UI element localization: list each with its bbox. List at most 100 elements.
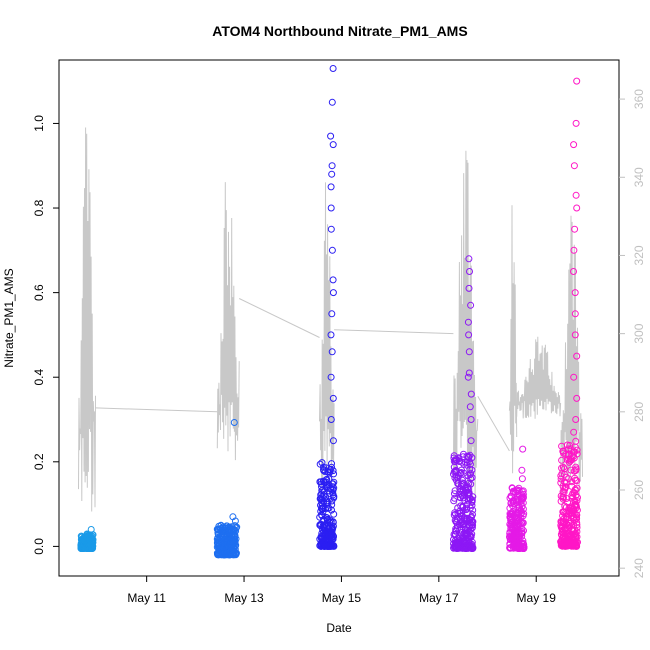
data-point: [570, 268, 577, 275]
data-point: [561, 539, 569, 546]
data-point: [328, 497, 336, 505]
data-point: [329, 489, 337, 497]
altitude-segment: [78, 127, 96, 512]
data-point: [566, 457, 574, 465]
data-point: [516, 503, 523, 511]
data-point: [316, 460, 324, 468]
data-point: [322, 537, 330, 545]
data-point: [463, 452, 471, 460]
data-point: [519, 445, 527, 453]
data-point: [510, 500, 518, 507]
data-point: [322, 538, 330, 546]
data-point: [220, 531, 228, 539]
altitude-segment: [216, 182, 240, 461]
data-point: [87, 526, 95, 533]
data-point: [569, 542, 577, 549]
data-point: [465, 491, 473, 499]
data-point: [317, 541, 325, 549]
data-point: [570, 373, 578, 381]
y2-axis: 240 260 280 300 320 340 360: [619, 89, 646, 578]
data-point: [570, 141, 578, 149]
data-point: [327, 183, 335, 191]
data-point: [89, 536, 97, 543]
series-flight-4: [450, 255, 477, 552]
data-point: [572, 476, 579, 484]
data-point: [571, 331, 579, 339]
data-point: [464, 373, 472, 381]
series-flight-3: [316, 65, 338, 550]
data-point: [329, 467, 337, 475]
data-point: [572, 437, 580, 445]
data-point: [466, 471, 474, 479]
data-point: [467, 390, 475, 398]
data-point: [460, 450, 467, 458]
data-point: [512, 541, 520, 549]
data-point: [465, 331, 473, 339]
data-point: [455, 455, 463, 463]
data-point: [218, 547, 226, 555]
data-point: [570, 467, 578, 475]
data-point: [459, 453, 467, 461]
data-point: [327, 204, 335, 212]
data-point: [329, 437, 337, 445]
plot-frame: [58, 59, 620, 577]
data-point: [570, 537, 578, 545]
y-tick-label: 1.0: [32, 115, 46, 132]
data-point: [468, 524, 476, 531]
data-point: [571, 225, 579, 233]
data-point: [467, 416, 475, 423]
data-point: [466, 268, 473, 275]
data-point: [328, 348, 336, 356]
data-point: [324, 468, 332, 476]
data-point: [321, 468, 329, 476]
data-point: [326, 519, 334, 527]
data-point: [568, 512, 576, 520]
data-point: [463, 515, 471, 523]
data-point: [326, 523, 334, 531]
data-point: [506, 512, 514, 520]
data-point: [322, 513, 330, 521]
data-point: [459, 503, 467, 510]
data-point: [573, 352, 581, 360]
data-point: [573, 519, 581, 526]
y-tick-label: 0.2: [32, 453, 46, 470]
data-point: [327, 331, 335, 339]
data-point: [316, 521, 324, 529]
series-flight-1: [77, 526, 97, 552]
data-point: [568, 508, 576, 516]
data-point: [324, 542, 331, 550]
data-point: [572, 463, 580, 471]
data-point: [457, 483, 465, 490]
data-point: [558, 456, 566, 464]
data-point: [572, 541, 580, 549]
data-point: [557, 479, 565, 487]
data-point: [317, 491, 325, 499]
data-point: [467, 540, 475, 548]
data-point: [329, 65, 337, 72]
data-point: [519, 512, 527, 520]
data-point: [572, 119, 580, 127]
data-point: [323, 497, 331, 505]
altitude-segment: [516, 336, 562, 419]
data-point: [318, 490, 326, 498]
data-point: [452, 544, 460, 552]
data-point: [565, 445, 573, 453]
x-axis: May 11 May 13 May 15 May 17 May 19: [127, 575, 556, 605]
data-point: [469, 521, 477, 529]
y-tick-label: 0.4: [32, 369, 46, 386]
data-point: [319, 477, 327, 485]
data-point: [469, 511, 476, 518]
y2-tick-label: 260: [632, 480, 646, 500]
data-point: [511, 530, 519, 538]
data-point: [514, 545, 522, 552]
data-point: [511, 544, 519, 552]
data-point: [455, 458, 463, 465]
data-point: [466, 460, 474, 468]
data-point: [565, 450, 573, 458]
data-point: [571, 310, 579, 318]
data-point: [569, 493, 577, 501]
data-point: [565, 458, 573, 466]
data-point: [572, 191, 580, 199]
data-point: [560, 488, 568, 496]
